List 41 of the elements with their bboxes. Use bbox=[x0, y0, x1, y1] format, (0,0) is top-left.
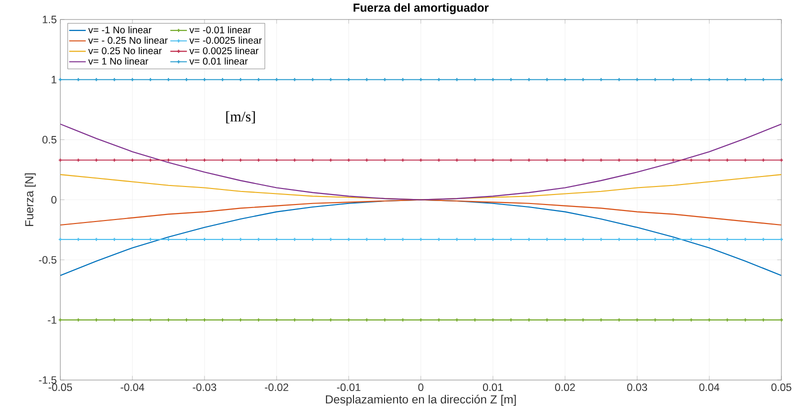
x-tick-label: 0.01 bbox=[482, 383, 503, 392]
x-tick-label: -0.02 bbox=[264, 383, 288, 392]
x-tick-label: 0.02 bbox=[555, 383, 575, 392]
y-tick-label: -1.5 bbox=[38, 376, 56, 384]
legend-label: v= 1 No linear bbox=[88, 58, 148, 65]
x-tick-label: -0.01 bbox=[337, 383, 360, 392]
y-tick-label: 1 bbox=[52, 76, 56, 84]
x-tick-label: 0 bbox=[418, 383, 424, 392]
legend-label: v= 0.25 No linear bbox=[88, 47, 162, 54]
point bbox=[382, 158, 387, 162]
legend-label: v= 0.0025 linear bbox=[189, 47, 259, 54]
y-axis-title: Fuerza [N] bbox=[24, 173, 36, 226]
legend-label: v= -0.0025 linear bbox=[189, 36, 262, 44]
point bbox=[689, 78, 694, 82]
legend-label: v= -1 No linear bbox=[88, 26, 152, 34]
x-tick-label: -0.05 bbox=[48, 383, 72, 392]
y-tick-label: 1.5 bbox=[42, 16, 56, 24]
y-tick-label: 0.5 bbox=[42, 136, 56, 144]
y-tick-label: 0 bbox=[51, 196, 56, 204]
point bbox=[707, 158, 712, 162]
chart-title: Fuerza del amortiguador bbox=[354, 3, 489, 14]
point bbox=[364, 158, 369, 162]
point bbox=[689, 158, 694, 162]
y-tick-label: -1 bbox=[48, 316, 56, 324]
x-tick-label: -0.04 bbox=[120, 383, 144, 392]
point bbox=[346, 78, 351, 82]
x-axis-title: Desplazamiento en la dirección Z [m] bbox=[326, 394, 516, 406]
annotation: [m/s] bbox=[226, 111, 255, 124]
legend-label: v= - 0.25 No linear bbox=[88, 36, 168, 44]
x-tick-label: 0.03 bbox=[627, 383, 648, 392]
point bbox=[346, 158, 351, 162]
legend-label: v= 0.01 linear bbox=[189, 58, 248, 65]
x-tick-label: -0.03 bbox=[192, 383, 216, 392]
y-tick-label: -0.5 bbox=[38, 256, 56, 264]
point bbox=[707, 78, 712, 82]
legend-label: v= -0.01 linear bbox=[189, 26, 251, 34]
point bbox=[364, 78, 369, 82]
x-tick-label: 0.04 bbox=[699, 383, 720, 392]
point bbox=[382, 78, 387, 82]
x-tick-label: 0.05 bbox=[771, 383, 792, 392]
line-series bbox=[60, 124, 782, 200]
